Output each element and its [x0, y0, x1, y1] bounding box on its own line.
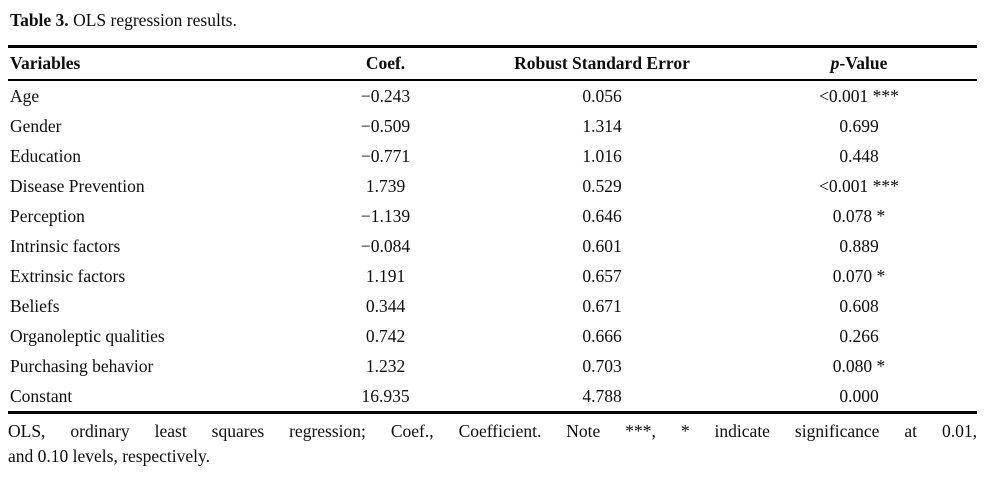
cell-p-value: 0.070 * [832, 265, 886, 286]
table-caption-text: OLS regression results. [68, 10, 237, 30]
cell-rse: 0.671 [582, 295, 622, 316]
cell-coef: 1.739 [365, 175, 406, 196]
cell-p-value: 0.080 * [832, 355, 886, 376]
cell-rse: 0.646 [582, 205, 622, 226]
cell-p-value: 0.078 * [832, 205, 886, 226]
cell-variable: Age [10, 85, 40, 106]
footnote-line-1: OLS, ordinary least squares regression; … [8, 421, 977, 441]
table-caption: Table 3. OLS regression results. [10, 8, 977, 32]
cell-variable: Constant [10, 385, 73, 406]
table-caption-label: Table 3. [10, 10, 69, 30]
cell-rse: 0.056 [582, 85, 622, 106]
table-row-organoleptic-qualities: Organoleptic qualities 0.742 0.666 0.266 [8, 321, 977, 351]
table-row-beliefs: Beliefs 0.344 0.671 0.608 [8, 291, 977, 321]
cell-coef: −0.771 [360, 145, 411, 166]
cell-coef: 0.742 [365, 325, 406, 346]
cell-variable: Disease Prevention [10, 175, 145, 196]
cell-p-value: 0.266 [839, 325, 879, 346]
cell-variable: Education [10, 145, 81, 166]
col-header-variables: Variables [8, 46, 308, 81]
cell-rse: 0.703 [582, 355, 622, 376]
col-header-robust-standard-error: Robust Standard Error [463, 46, 741, 81]
cell-rse: 1.016 [582, 145, 622, 166]
table-row-age: Age −0.243 0.056 <0.001 *** [8, 80, 977, 111]
col-header-p-value: p-Value [741, 46, 977, 81]
cell-rse: 1.314 [582, 115, 622, 136]
p-value-rest: -Value [839, 53, 888, 73]
cell-rse: 0.529 [582, 175, 622, 196]
col-header-coef: Coef. [308, 46, 463, 81]
table-row-purchasing-behavior: Purchasing behavior 1.232 0.703 0.080 * [8, 351, 977, 381]
cell-p-value: 0.000 [839, 385, 879, 406]
cell-variable: Gender [10, 115, 62, 136]
table-row-gender: Gender −0.509 1.314 0.699 [8, 111, 977, 141]
cell-variable: Intrinsic factors [10, 235, 121, 256]
p-value-italic-p: p [830, 53, 840, 73]
paper-page: Table 3. OLS regression results. Variabl… [8, 8, 977, 469]
table-row-extrinsic-factors: Extrinsic factors 1.191 0.657 0.070 * [8, 261, 977, 291]
cell-rse: 0.657 [582, 265, 622, 286]
cell-coef: −0.509 [360, 115, 411, 136]
cell-rse: 0.601 [582, 235, 622, 256]
table-row-disease-prevention: Disease Prevention 1.739 0.529 <0.001 **… [8, 171, 977, 201]
cell-p-value: 0.889 [839, 235, 879, 256]
cell-rse: 4.788 [582, 385, 622, 406]
header-row: Variables Coef. Robust Standard Error p-… [8, 46, 977, 81]
table-footnote: OLS, ordinary least squares regression; … [8, 419, 977, 469]
cell-p-value: <0.001 *** [819, 175, 899, 196]
cell-coef: 1.191 [365, 265, 406, 286]
table-row-intrinsic-factors: Intrinsic factors −0.084 0.601 0.889 [8, 231, 977, 261]
cell-coef: −1.139 [360, 205, 411, 226]
table-row-perception: Perception −1.139 0.646 0.078 * [8, 201, 977, 231]
cell-p-value: 0.699 [839, 115, 879, 136]
cell-variable: Beliefs [10, 295, 60, 316]
cell-p-value: 0.608 [839, 295, 879, 316]
cell-coef: −0.084 [360, 235, 411, 256]
cell-variable: Perception [10, 205, 85, 226]
cell-coef: 16.935 [361, 385, 410, 406]
cell-variable: Purchasing behavior [10, 355, 154, 376]
cell-rse: 0.666 [582, 325, 622, 346]
regression-results-table: Variables Coef. Robust Standard Error p-… [8, 45, 977, 414]
cell-coef: 0.344 [365, 295, 406, 316]
cell-variable: Extrinsic factors [10, 265, 126, 286]
footnote-line-2: and 0.10 levels, respectively. [8, 446, 210, 466]
table-row-constant: Constant 16.935 4.788 0.000 [8, 381, 977, 413]
cell-p-value: 0.448 [839, 145, 879, 166]
cell-coef: 1.232 [365, 355, 406, 376]
table-row-education: Education −0.771 1.016 0.448 [8, 141, 977, 171]
cell-variable: Organoleptic qualities [10, 325, 165, 346]
cell-coef: −0.243 [360, 85, 411, 106]
cell-p-value: <0.001 *** [819, 85, 899, 106]
